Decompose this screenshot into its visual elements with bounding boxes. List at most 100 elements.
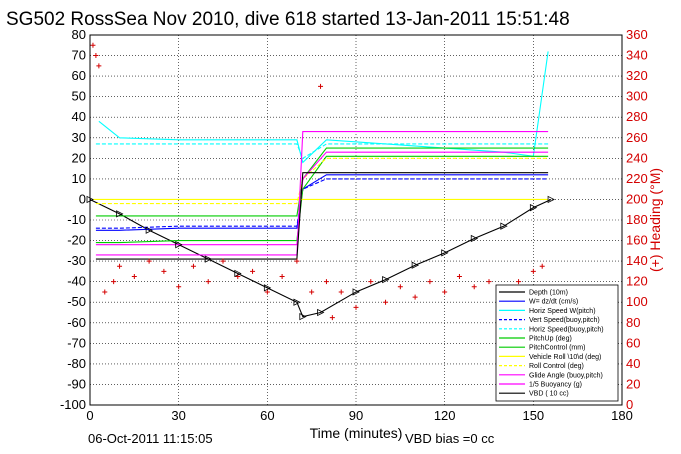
heading-point <box>264 289 270 295</box>
y-right-tick-label: 100 <box>626 294 648 309</box>
y-right-tick-label: 220 <box>626 171 648 186</box>
y-tick-label: 80 <box>72 27 86 42</box>
y-tick-label: 50 <box>72 89 86 104</box>
y-tick-label: 0 <box>79 191 86 206</box>
y-tick-label: -90 <box>67 376 86 391</box>
depth-marker <box>293 298 301 306</box>
y-tick-label: -50 <box>67 294 86 309</box>
heading-point <box>93 53 99 59</box>
x-tick-label: 120 <box>434 408 456 423</box>
depth-marker <box>529 204 538 212</box>
heading-series <box>90 42 545 321</box>
heading-point <box>161 268 167 274</box>
series-line-12 <box>95 172 549 260</box>
y-right-tick-label: 200 <box>626 191 648 206</box>
heading-point <box>442 289 448 295</box>
heading-point <box>279 274 285 280</box>
heading-point <box>338 289 344 295</box>
y-right-tick-label: 60 <box>626 335 640 350</box>
series-line-2 <box>95 174 549 231</box>
heading-point <box>383 299 389 305</box>
depth-marker <box>204 255 213 263</box>
heading-point <box>190 263 196 269</box>
depth-marker <box>547 195 555 204</box>
legend-label: PitchControl (mm) <box>529 345 585 352</box>
depth-marker <box>86 195 94 204</box>
depth-marker <box>299 312 307 321</box>
y-tick-label: -40 <box>67 274 86 289</box>
heading-point <box>323 279 329 285</box>
heading-point <box>412 294 418 300</box>
heading-point <box>111 279 117 285</box>
plot-frame <box>89 34 623 406</box>
depth-marker <box>411 261 420 269</box>
x-tick-label: 150 <box>522 408 544 423</box>
y-right-tick-label: 260 <box>626 130 648 145</box>
x-axis-ticks: 0 30 60 90 120 150 180 <box>86 408 632 423</box>
heading-point <box>471 284 477 290</box>
y-tick-label: 30 <box>72 130 86 145</box>
series-layer <box>89 51 552 318</box>
y-right-tick-label: 320 <box>626 68 648 83</box>
heading-point <box>353 304 359 310</box>
y-tick-label: 60 <box>72 68 86 83</box>
depth-marker <box>352 288 360 296</box>
heading-point <box>309 289 315 295</box>
heading-point <box>176 284 182 290</box>
y-tick-label: -100 <box>60 397 86 412</box>
heading-point <box>96 63 102 69</box>
footer-timestamp: 06-Oct-2011 11:15:05 <box>88 431 213 446</box>
y-tick-label: -30 <box>67 253 86 268</box>
footer-vbd-bias: VBD bias =0 cc <box>405 431 495 446</box>
series-line-5 <box>95 143 549 160</box>
depth-marker <box>263 284 272 292</box>
legend-label: Horiz Speed(buoy,pitch) <box>529 326 604 333</box>
heading-point <box>250 268 256 274</box>
legend-label: Depth (10m) <box>529 290 568 297</box>
y-tick-label: -80 <box>67 356 86 371</box>
x-tick-label: 60 <box>260 408 274 423</box>
x-tick-label: 0 <box>86 408 93 423</box>
series-line-6 <box>95 155 549 244</box>
y-axis-ticks: 80 70 60 50 40 30 20 10 0 -10 -20 -30 -40 -50 -60 -70 -8… <box>60 27 86 412</box>
y-axis-right-label: (+) Heading (°M) <box>647 168 663 272</box>
depth-marker <box>175 241 183 249</box>
heading-point <box>90 42 96 48</box>
depth-marker <box>317 308 325 317</box>
y-right-tick-label: 360 <box>626 27 648 42</box>
heading-point <box>131 274 137 280</box>
heading-point <box>486 279 492 285</box>
depth-marker <box>470 234 479 243</box>
legend-label: PitchUp (deg) <box>529 336 572 343</box>
y-right-tick-label: 300 <box>626 89 648 104</box>
y-tick-label: -70 <box>67 335 86 350</box>
heading-point <box>539 263 545 269</box>
depth-marker <box>500 222 508 230</box>
legend-items: Depth (10m) W= dz/dt (cm/s) Horiz Speed W(… <box>499 290 604 398</box>
heading-point <box>102 289 108 295</box>
series-line-1 <box>89 198 552 318</box>
legend-label: Vert Speed(buoy,pitch) <box>529 317 600 324</box>
depth-markers <box>86 195 555 321</box>
y-right-tick-label: 180 <box>626 212 648 227</box>
series-line-11 <box>95 131 549 256</box>
heading-point <box>220 258 226 264</box>
heading-point <box>530 268 536 274</box>
y-right-tick-label: 340 <box>626 48 648 63</box>
depth-marker <box>234 269 242 278</box>
heading-point <box>146 258 152 264</box>
heading-point <box>427 279 433 285</box>
y-right-tick-label: 0 <box>626 397 633 412</box>
y-tick-label: 40 <box>72 109 86 124</box>
legend-label: 1/5 Buoyancy (g) <box>529 382 582 389</box>
legend-label: Vehicle Roll \10\d (deg) <box>529 354 601 361</box>
depth-marker <box>382 275 390 284</box>
x-tick-label: 90 <box>349 408 363 423</box>
heading-point <box>368 279 374 285</box>
legend-label: VBD ( 10 cc) <box>529 391 569 398</box>
legend-label: Horiz Speed W(pitch) <box>529 308 596 315</box>
y-tick-label: 20 <box>72 150 86 165</box>
y-tick-label: 10 <box>72 171 86 186</box>
y-right-tick-label: 40 <box>626 356 640 371</box>
